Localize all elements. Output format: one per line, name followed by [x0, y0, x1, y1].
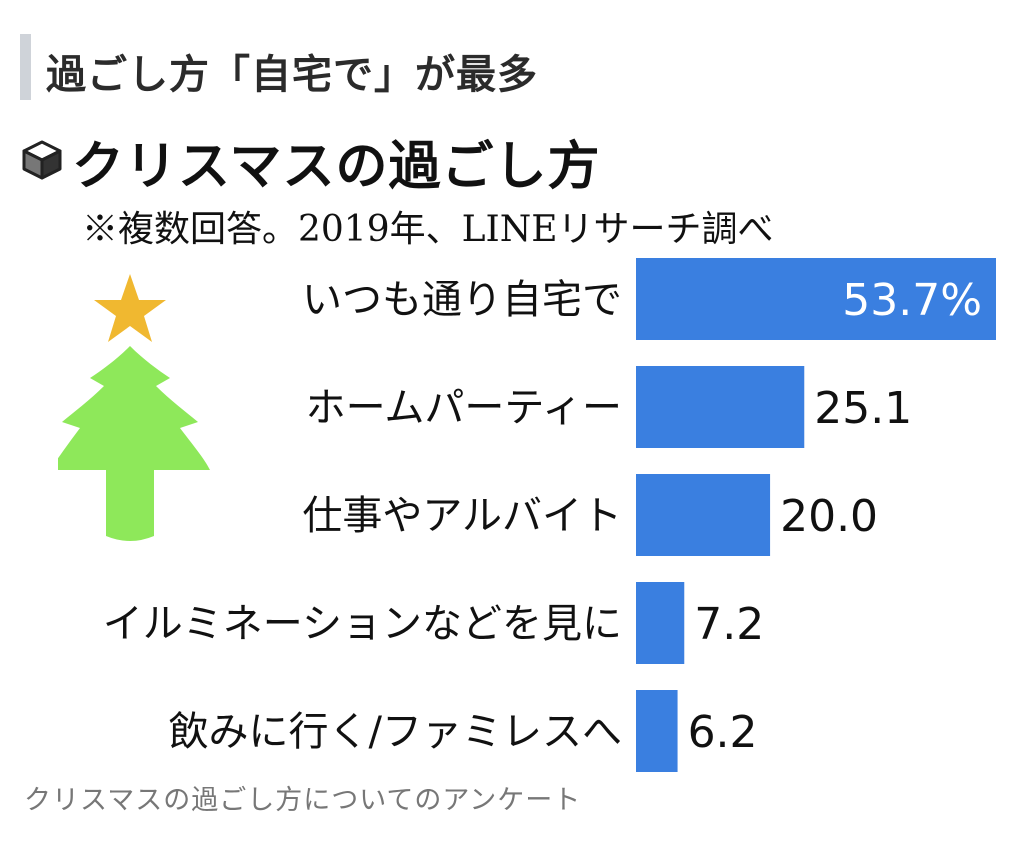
- bar: [636, 366, 805, 448]
- category-label: 仕事やアルバイト: [302, 493, 622, 539]
- value-label: 6.2: [688, 707, 758, 758]
- star-icon: [94, 274, 166, 342]
- chart-subtitle: ※複数回答。2019年、LINEリサーチ調べ: [82, 209, 774, 250]
- bar: [636, 582, 685, 664]
- tree-body: [58, 346, 210, 541]
- value-label: 7.2: [694, 599, 764, 650]
- category-label: ホームパーティー: [306, 385, 622, 431]
- box-icon: [22, 140, 62, 180]
- figure-caption: クリスマスの過ごし方についてのアンケート: [24, 785, 582, 816]
- christmas-tree-icon: [58, 274, 210, 541]
- section-header: 過ごし方「自宅で」が最多: [20, 34, 920, 100]
- bar: [636, 474, 771, 556]
- bar: [636, 690, 678, 772]
- category-label: いつも通り自宅で: [302, 277, 622, 323]
- value-label: 25.1: [814, 383, 912, 434]
- bar: [636, 258, 996, 340]
- section-title: 過ごし方「自宅で」が最多: [46, 52, 538, 98]
- chart-figure: クリスマスの過ごし方 ※複数回答。2019年、LINEリサーチ調べ いつも通り自…: [0, 122, 1024, 772]
- category-label: イルミネーションなどを見に: [103, 601, 622, 647]
- value-label: 20.0: [780, 491, 878, 542]
- category-label: 飲みに行く/ファミレスへ: [169, 709, 622, 755]
- section-accent-bar: [20, 34, 31, 100]
- bar-chart: いつも通り自宅で 53.7% ホームパーティー 25.1 仕事やアルバイト 20.0 イルミ…: [103, 258, 996, 772]
- bars-layer: いつも通り自宅で 53.7% ホームパーティー 25.1 仕事やアルバイト 20.0 イルミ…: [103, 258, 996, 772]
- chart-title: クリスマスの過ごし方: [72, 137, 601, 197]
- value-label: 53.7%: [842, 275, 982, 326]
